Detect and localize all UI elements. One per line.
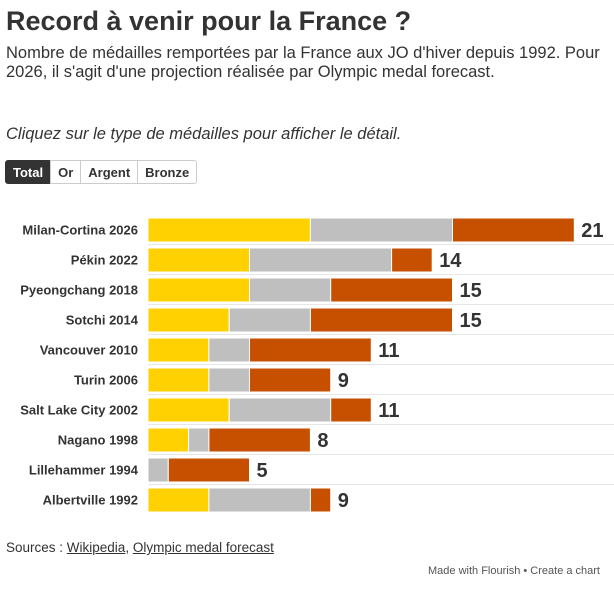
total-value-label: 21 [581,220,603,242]
bar-segment [249,337,372,363]
category-label: Nagano 1998 [58,433,138,448]
tab-bronze[interactable]: Bronze [137,160,198,184]
bar-segment [147,247,250,273]
bar-segment [147,487,210,513]
bar-segment [330,397,372,423]
chart-subtitle: Nombre de médailles remportées par la Fr… [6,44,600,81]
category-label: Turin 2006 [74,373,138,388]
bar-segment [249,247,393,273]
bar-segment [167,457,250,483]
sources-prefix: Sources : [6,540,67,555]
bar-segment [208,337,250,363]
chart-instruction: Cliquez sur le type de médailles pour af… [6,125,402,143]
bar-segment [330,277,454,303]
category-label: Sotchi 2014 [66,313,139,328]
total-value-label: 15 [460,310,482,332]
total-value-label: 15 [460,280,482,302]
sources-separator: , [125,540,133,555]
bar-segment [208,427,311,453]
bar-segment [147,427,190,453]
category-label: Pyeongchang 2018 [20,283,138,298]
bar-segment [309,487,332,513]
bar-segment [309,217,453,243]
bar-segment [147,277,250,303]
chart-title: Record à venir pour la France ? [6,6,412,36]
bar-segment [147,397,230,423]
bar-segment [309,307,453,333]
flourish-credit[interactable]: Made with Flourish • Create a chart [428,565,600,577]
tab-argent[interactable]: Argent [80,160,139,184]
bar-segment [228,307,311,333]
bar-segment [147,367,210,393]
total-value-label: 5 [257,460,268,482]
sources-line: Sources : Wikipedia, Olympic medal forec… [6,540,274,555]
category-label: Milan-Cortina 2026 [22,223,138,238]
bar-segment [452,217,575,243]
bar-segment [208,487,311,513]
total-value-label: 9 [338,490,349,512]
bar-segment [249,367,332,393]
medal-type-tabs: Total Or Argent Bronze [5,160,198,184]
category-label: Vancouver 2010 [40,343,138,358]
tab-or[interactable]: Or [50,160,82,184]
olympic-medal-forecast-link[interactable]: Olympic medal forecast [132,540,274,555]
total-value-label: 11 [378,340,399,362]
medals-bar-chart: Milan-Cortina 2026 21 Pékin 2022 14 Pyeongch… [20,217,614,513]
bar-segment [147,457,169,483]
bar-segment [188,427,210,453]
bar-segment [249,277,332,303]
wikipedia-link[interactable]: Wikipedia [66,540,126,555]
total-value-label: 8 [317,430,328,452]
bar-segment [391,247,433,273]
bar-segment [147,307,230,333]
category-label: Lillehammer 1994 [29,463,139,478]
total-value-label: 9 [338,370,349,392]
category-label: Salt Lake City 2002 [20,403,138,418]
bar-segment [147,337,210,363]
category-label: Albertville 1992 [43,493,138,508]
bar-segment [147,217,311,243]
total-value-label: 14 [439,250,462,272]
bar-segment [228,397,332,423]
category-label: Pékin 2022 [71,253,138,268]
total-value-label: 11 [378,400,399,422]
tab-total[interactable]: Total [5,160,52,184]
bar-segment [208,367,250,393]
